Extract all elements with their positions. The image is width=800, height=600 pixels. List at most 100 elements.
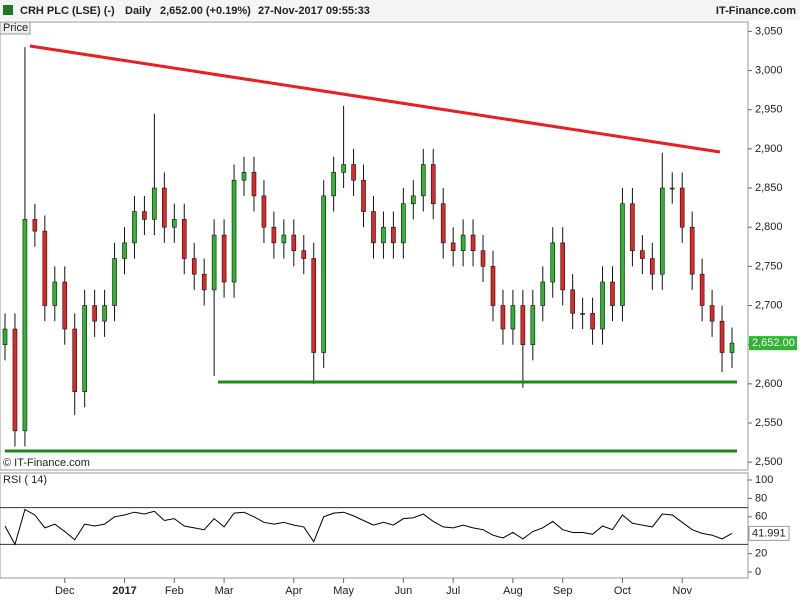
y-tick-label: 2,700: [755, 299, 783, 311]
candle-body: [132, 211, 137, 244]
candle-body: [271, 226, 277, 244]
candle-body: [520, 305, 526, 345]
candle-body: [331, 172, 336, 197]
header-bar: [0, 0, 800, 20]
candle-body: [211, 234, 217, 291]
rsi-line: [4, 508, 733, 546]
x-tick-label: Sep: [553, 585, 573, 597]
candle-body: [620, 203, 625, 306]
y-tick-label: 2,500: [755, 456, 783, 468]
x-tick-label: Feb: [165, 585, 184, 597]
candle-body: [181, 219, 187, 259]
candle-body: [102, 305, 107, 322]
candle-body: [640, 250, 645, 259]
candle-body: [261, 195, 267, 228]
period: Daily: [125, 5, 152, 17]
candle-body: [679, 187, 685, 228]
candle-body: [590, 313, 595, 330]
rsi-title: RSI ( 14): [3, 474, 47, 486]
candle-body: [420, 164, 426, 197]
x-tick-label: May: [333, 585, 354, 597]
candle-body: [689, 226, 695, 275]
x-tick-label: Aug: [503, 585, 523, 597]
y-tick-label: 100: [755, 474, 773, 486]
candle-body: [430, 164, 436, 205]
y-tick-label: 2,550: [755, 417, 783, 429]
candle-body: [490, 266, 496, 306]
candle-body: [142, 211, 147, 220]
candle-body: [72, 328, 78, 392]
candle-body: [580, 313, 585, 315]
candle-body: [460, 234, 466, 251]
candle-body: [82, 305, 87, 392]
candle-body: [221, 234, 227, 283]
last-price-box: [749, 336, 797, 351]
candle-body: [540, 281, 546, 306]
ylabel-box: [0, 21, 31, 35]
candle-body: [341, 164, 346, 173]
candle-body: [32, 219, 38, 232]
y-tick-label: 2,950: [755, 104, 783, 116]
y-tick-label: 2,600: [755, 378, 783, 390]
y-tick-label: 20: [755, 548, 767, 560]
chart-title: CRH PLC (LSE) (-): [20, 5, 115, 17]
y-tick-label: 2,900: [755, 143, 783, 155]
candle-body: [191, 258, 197, 275]
y-axis-label: Price: [3, 22, 28, 34]
price-panel: [0, 21, 749, 471]
candle-body: [231, 179, 237, 283]
x-tick-label: Apr: [285, 585, 302, 597]
candle-body: [600, 281, 605, 330]
candle-body: [709, 305, 715, 322]
candle-body: [371, 211, 376, 244]
candle-body: [610, 281, 615, 306]
candle-body: [411, 195, 416, 205]
y-tick-label: 3,050: [755, 25, 783, 37]
candle-body: [550, 242, 556, 283]
x-tick-label: 2017: [112, 585, 136, 597]
icon: [3, 5, 13, 15]
candle-body: [630, 203, 635, 251]
candle-body: [301, 250, 307, 259]
candle-body: [570, 289, 575, 314]
last-price-label: 2,652.00: [752, 337, 795, 349]
x-tick-label: Jul: [446, 585, 460, 597]
candle-body: [92, 305, 97, 322]
candle-body: [311, 258, 317, 353]
candle-body: [560, 242, 565, 291]
marks: 2,5002,5502,6002,6502,7002,7502,8002,850…: [0, 25, 797, 597]
candle-body: [62, 281, 68, 330]
candle-body: [699, 273, 705, 306]
candle-body: [669, 187, 675, 190]
candle-body: [510, 305, 516, 330]
candle-body: [122, 242, 127, 259]
copyright: © IT-Finance.com: [3, 457, 90, 469]
candle-body: [162, 187, 167, 228]
candle-body: [719, 320, 725, 353]
y-tick-label: 3,000: [755, 64, 783, 76]
y-tick-label: 80: [755, 492, 767, 504]
y-tick-label: 0: [755, 566, 761, 578]
last-value-label: 41.991: [752, 527, 786, 539]
x-tick-label: Jun: [394, 585, 412, 597]
candle-body: [659, 187, 665, 275]
candle-body: [729, 342, 735, 353]
y-tick-label: 2,750: [755, 260, 783, 272]
candle-body: [500, 305, 506, 330]
candle-body: [650, 258, 655, 275]
source: IT-Finance.com: [716, 5, 796, 17]
candle-body: [440, 203, 446, 244]
quote: 2,652.00 (+0.19%): [160, 5, 251, 17]
candle-body: [351, 164, 356, 181]
timestamp: 27-Nov-2017 09:55:33: [258, 5, 370, 17]
candle-body: [251, 172, 257, 197]
candle-body: [172, 219, 177, 228]
last-value-box: [748, 525, 790, 541]
candle-body: [401, 203, 406, 244]
candle-body: [152, 187, 157, 220]
candle-body: [241, 172, 247, 181]
x-tick-label: Nov: [672, 585, 692, 597]
